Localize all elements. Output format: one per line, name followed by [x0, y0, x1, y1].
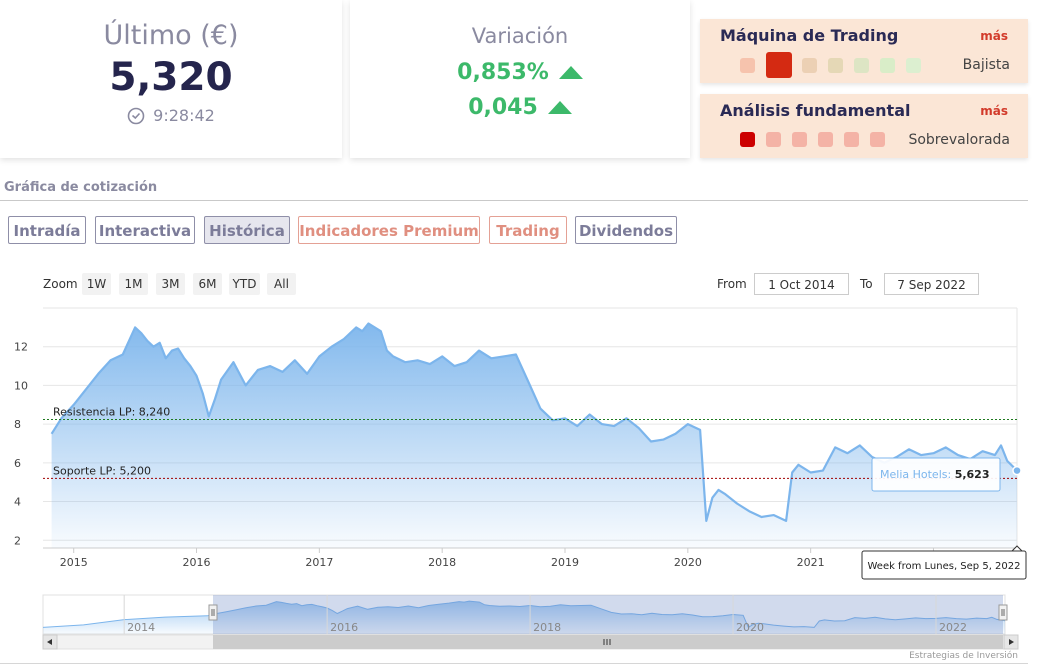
navigator-label: 2022 — [939, 621, 967, 634]
zoom-all-button[interactable]: All — [267, 273, 296, 295]
indicator-square — [880, 58, 895, 73]
indicator-square — [740, 132, 755, 147]
indicator-square — [766, 132, 781, 147]
x-tick-label: 2018 — [428, 556, 456, 569]
indicator-square — [854, 58, 869, 73]
tooltip-box — [871, 457, 1001, 492]
y-tick-label: 2 — [14, 534, 21, 547]
navigator-label: 2018 — [533, 621, 561, 634]
x-tick-label: 2017 — [305, 556, 333, 569]
x-tick-label: 2015 — [60, 556, 88, 569]
fundamental-title: Análisis fundamental — [720, 101, 911, 120]
last-price-time-row: 9:28:42 — [0, 106, 342, 125]
x-tick-label: 2019 — [551, 556, 579, 569]
navigator-label: 2020 — [736, 621, 764, 634]
trading-machine-status: Bajista — [962, 57, 1010, 73]
variation-abs: 0,045 — [468, 95, 538, 120]
variation-title: Variación — [471, 24, 569, 48]
arrow-right-icon — [1009, 639, 1014, 645]
navigator-label: 2016 — [330, 621, 358, 634]
zoom-6m-button[interactable]: 6M — [193, 273, 222, 295]
zoom-1w-button[interactable]: 1W — [82, 273, 111, 295]
tab-trading[interactable]: Trading — [489, 216, 567, 244]
clock-icon — [127, 107, 145, 124]
navigator-handle[interactable] — [998, 604, 1008, 621]
date-label-box — [861, 550, 1027, 580]
tab-dividendos[interactable]: Dividendos — [575, 216, 677, 244]
zoom-1m-button[interactable]: 1M — [119, 273, 148, 295]
chart-credit[interactable]: Estrategias de Inversión — [909, 651, 1018, 661]
trading-machine-more-link[interactable]: más — [980, 29, 1008, 43]
range-from-label: From — [717, 277, 747, 291]
indicator-square — [870, 132, 885, 147]
y-tick-label: 8 — [14, 418, 21, 431]
tooltip-text: Melia Hotels: 5,623 — [880, 468, 989, 481]
navigator[interactable]: 2014 2016 2018 2020 2022 — [42, 594, 1019, 650]
indicator-square — [828, 58, 843, 73]
trading-machine-panel: Máquina de Trading más Bajista — [700, 19, 1028, 83]
range-to-input[interactable]: 7 Sep 2022 — [884, 273, 979, 295]
chart-tooltip: Melia Hotels: 5,623 Week from Lunes, Sep … — [861, 457, 1027, 580]
zoom-label: Zoom — [43, 277, 78, 291]
last-price-title: Último (€) — [103, 20, 239, 51]
trading-machine-title: Máquina de Trading — [720, 26, 899, 45]
arrow-up-icon — [558, 66, 583, 79]
y-axis: 2 4 6 8 10 12 — [14, 341, 28, 548]
footer-divider — [0, 663, 1028, 664]
zoom-ytd-button[interactable]: YTD — [229, 273, 260, 295]
plot-lines: Resistencia LP: 8,240 Soporte LP: 5,200 — [43, 405, 1017, 479]
section-title: Gráfica de cotización — [4, 180, 158, 195]
x-tick-label: 2016 — [183, 556, 211, 569]
tab-historica[interactable]: Histórica — [204, 216, 290, 244]
tab-indicadores-premium[interactable]: Indicadores Premium — [298, 216, 480, 244]
indicator-square — [802, 58, 817, 73]
variation-pct-row: 0,853% — [350, 60, 690, 85]
indicator-square — [792, 132, 807, 147]
navigator-selection — [213, 595, 1003, 634]
price-line — [50, 322, 1018, 522]
scrollbar-thumb[interactable] — [213, 635, 1003, 649]
indicator-square — [766, 52, 792, 78]
last-price-card: Último (€) 5,320 9:28:42 — [0, 0, 342, 158]
range-from-input[interactable]: 1 Oct 2014 — [754, 273, 849, 295]
fundamental-status: Sobrevalorada — [908, 132, 1010, 148]
date-label-text: Week from Lunes, Sep 5, 2022 — [867, 561, 1020, 572]
x-tick-label: 2020 — [674, 556, 702, 569]
y-tick-label: 4 — [14, 496, 21, 509]
arrow-up-icon — [547, 101, 572, 114]
navigator-label: 2014 — [127, 621, 155, 634]
x-axis: 20152016201720182019202020212022 — [60, 548, 947, 569]
fundamental-more-link[interactable]: más — [980, 104, 1008, 118]
variation-abs-row: 0,045 — [350, 95, 690, 120]
price-chart[interactable]: 2 4 6 8 10 12 Resistencia LP: 8,240 Soporte LP… — [0, 300, 1038, 652]
navigator-handle[interactable] — [208, 604, 218, 621]
price-area — [51, 323, 1018, 548]
data-point-marker — [1012, 465, 1022, 476]
navigator-line — [42, 600, 1006, 629]
zoom-3m-button[interactable]: 3M — [156, 273, 185, 295]
tab-interactiva[interactable]: Interactiva — [95, 216, 195, 244]
y-tick-label: 10 — [14, 379, 28, 392]
tab-intradia[interactable]: Intradía — [8, 216, 86, 244]
indicator-square — [818, 132, 833, 147]
last-price-value: 5,320 — [109, 55, 233, 100]
indicator-square — [844, 132, 859, 147]
section-divider — [0, 200, 1028, 201]
indicator-square — [740, 58, 755, 73]
last-price-time: 9:28:42 — [153, 106, 215, 125]
plot-line-label: Resistencia LP: 8,240 — [53, 405, 170, 418]
variation-card: Variación 0,853% 0,045 — [350, 0, 690, 158]
y-tick-label: 6 — [14, 457, 21, 470]
fundamental-panel: Análisis fundamental más Sobrevalorada — [700, 94, 1028, 158]
navigator-area — [43, 601, 1005, 634]
x-tick-label: 2021 — [797, 556, 825, 569]
y-tick-label: 12 — [14, 341, 28, 354]
indicator-square — [906, 58, 921, 73]
range-to-label: To — [860, 277, 873, 291]
arrow-left-icon — [47, 639, 52, 645]
plot-line-label: Soporte LP: 5,200 — [53, 464, 151, 477]
variation-pct: 0,853% — [457, 60, 549, 85]
